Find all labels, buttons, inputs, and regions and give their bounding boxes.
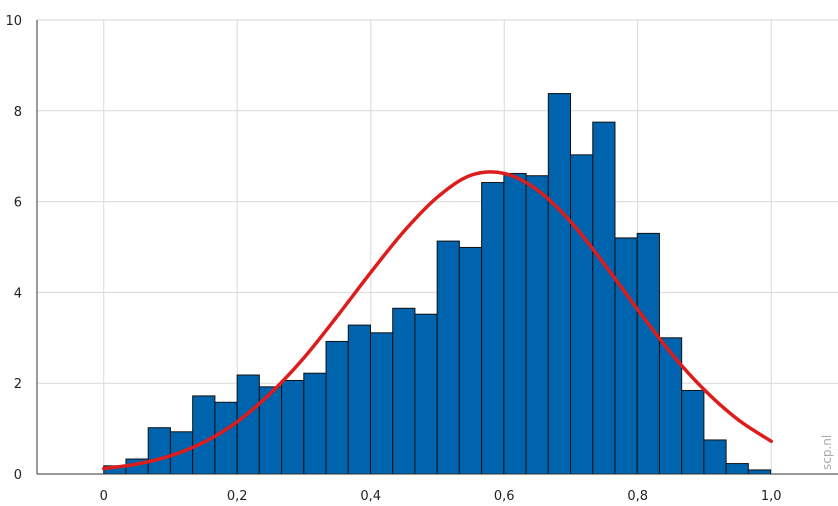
histogram-bar: [369, 332, 394, 475]
histogram-bar: [192, 395, 216, 475]
histogram-bar: [725, 463, 749, 475]
axes: [36, 20, 838, 475]
histogram-bar: [503, 172, 527, 475]
histogram-bar: [281, 379, 305, 475]
histogram-bar: [547, 93, 572, 475]
y-tick-label: 0: [14, 468, 22, 483]
histogram-bar: [214, 401, 238, 475]
y-tick-label: 4: [14, 286, 22, 301]
histogram-bar: [347, 324, 371, 475]
histogram-bar: [436, 240, 460, 475]
watermark-text: scp.nl: [820, 435, 834, 470]
histogram-bar: [147, 427, 171, 475]
tick-labels: 0 2 4 6 8 10 0 0,2 0,4 0,6 0,8 1,0: [5, 14, 781, 504]
histogram-bar: [570, 154, 594, 475]
y-tick-label: 8: [14, 105, 22, 120]
histogram-bar: [747, 469, 772, 475]
histogram-bar: [636, 232, 660, 475]
x-tick-label: 0,6: [494, 489, 515, 504]
histogram-bars: [103, 93, 772, 475]
x-tick-label: 0,2: [227, 489, 248, 504]
histogram-bar: [458, 246, 483, 475]
y-tick-label: 6: [14, 196, 22, 211]
x-tick-label: 1,0: [761, 489, 782, 504]
y-tick-label: 2: [14, 377, 22, 392]
histogram-bar: [614, 237, 638, 475]
x-tick-label: 0: [100, 489, 108, 504]
histogram-bar: [592, 121, 616, 475]
density-curve: [102, 170, 773, 471]
density-curve-layer: [102, 170, 773, 471]
histogram-bar: [325, 340, 349, 475]
histogram-bar: [481, 182, 505, 475]
histogram-bar: [703, 439, 727, 475]
histogram-bar: [658, 337, 683, 475]
x-tick-label: 0,8: [627, 489, 648, 504]
histogram-bar: [392, 307, 416, 475]
y-tick-label: 10: [5, 14, 22, 29]
histogram-bar: [236, 374, 260, 475]
histogram-bar: [414, 313, 438, 475]
histogram-bar: [681, 389, 705, 475]
histogram-bar: [525, 175, 549, 475]
x-tick-label: 0,4: [360, 489, 381, 504]
histogram-bar: [303, 372, 327, 475]
